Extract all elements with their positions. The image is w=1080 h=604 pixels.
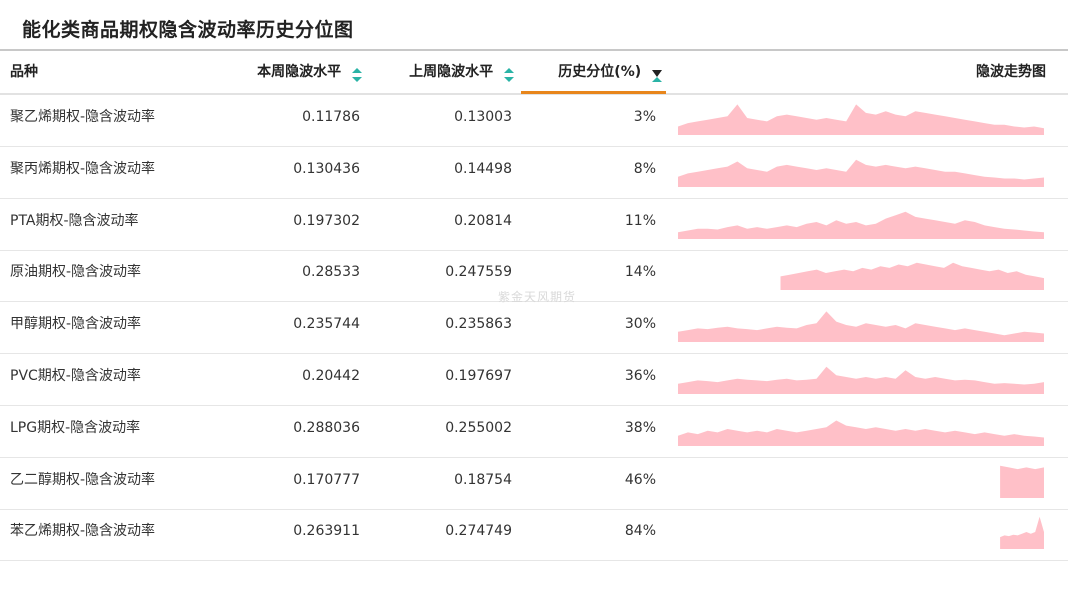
row-name: LPG期权-隐含波动率 — [10, 419, 141, 436]
volatility-sparkline — [1000, 465, 1044, 498]
volatility-sparkline — [678, 104, 1044, 135]
watermark: 紫金天风期货 — [498, 290, 577, 304]
row-current-value: 0.288036 — [293, 419, 360, 436]
row-previous-value: 0.13003 — [454, 109, 512, 125]
column-header-percentile[interactable]: 历史分位(%) — [558, 51, 662, 93]
column-header-previous[interactable]: 上周隐波水平 — [409, 51, 514, 93]
table-header: 品种 本周隐波水平 上周隐波水平 历史分位(%) 隐波走势图 — [0, 51, 1068, 95]
column-header-previous-label: 上周隐波水平 — [409, 64, 494, 80]
column-header-current[interactable]: 本周隐波水平 — [257, 51, 362, 93]
row-previous-value: 0.20814 — [454, 212, 512, 229]
table-row: 苯乙烯期权-隐含波动率 0.263911 0.274749 84% — [0, 509, 1068, 562]
row-name: 聚丙烯期权-隐含波动率 — [10, 160, 156, 177]
sparkline-area — [678, 159, 1044, 187]
sort-icon[interactable] — [504, 68, 514, 82]
table-row: PVC期权-隐含波动率 0.20442 0.197697 36% — [0, 354, 1068, 406]
row-current-value: 0.130436 — [293, 160, 360, 177]
sparkline-area — [678, 211, 1044, 239]
row-percentile: 38% — [624, 419, 656, 436]
row-current-value: 0.20442 — [302, 368, 360, 384]
row-name: 聚乙烯期权-隐含波动率 — [10, 109, 156, 125]
sparkline-area — [678, 104, 1044, 135]
row-previous-value: 0.255002 — [445, 419, 512, 436]
sparkline-area — [678, 366, 1044, 394]
table-row: 甲醇期权-隐含波动率 0.235744 0.235863 30% — [0, 302, 1068, 355]
row-name: 乙二醇期权-隐含波动率 — [10, 471, 156, 488]
row-current-value: 0.11786 — [302, 109, 360, 125]
volatility-sparkline — [678, 420, 1044, 446]
table-row: 聚乙烯期权-隐含波动率 0.11786 0.13003 3% — [0, 95, 1068, 147]
row-name: 甲醇期权-隐含波动率 — [10, 316, 142, 333]
sort-icon[interactable] — [352, 68, 362, 82]
sort-descending-icon[interactable] — [652, 68, 662, 82]
volatility-sparkline — [1000, 517, 1044, 550]
volatility-sparkline — [678, 159, 1044, 187]
column-header-current-label: 本周隐波水平 — [257, 64, 342, 80]
row-percentile: 30% — [624, 316, 656, 333]
column-header-name: 品种 — [10, 64, 38, 80]
active-sort-indicator — [521, 91, 666, 94]
sparkline-area — [678, 420, 1044, 446]
row-percentile: 8% — [633, 160, 656, 177]
table-top-rule — [0, 49, 1068, 51]
row-percentile: 84% — [624, 523, 656, 540]
volatility-sparkline — [678, 311, 1044, 343]
table-row: 乙二醇期权-隐含波动率 0.170777 0.18754 46% — [0, 458, 1068, 510]
row-previous-value: 0.235863 — [445, 316, 512, 333]
row-percentile: 11% — [624, 212, 656, 229]
row-previous-value: 0.274749 — [445, 523, 512, 540]
row-percentile: 36% — [624, 368, 656, 384]
row-previous-value: 0.197697 — [445, 368, 512, 384]
row-current-value: 0.263911 — [293, 523, 360, 540]
column-header-percentile-label: 历史分位(%) — [558, 64, 642, 80]
volatility-sparkline — [678, 211, 1044, 239]
row-current-value: 0.28533 — [302, 264, 360, 281]
row-previous-value: 0.247559 — [445, 264, 512, 281]
table-row: LPG期权-隐含波动率 0.288036 0.255002 38% — [0, 406, 1068, 458]
row-percentile: 3% — [633, 109, 656, 125]
page-title: 能化类商品期权隐含波动率历史分位图 — [22, 19, 354, 41]
row-name: PVC期权-隐含波动率 — [10, 368, 141, 384]
row-percentile: 14% — [624, 264, 656, 281]
row-previous-value: 0.18754 — [454, 471, 512, 488]
row-name: PTA期权-隐含波动率 — [10, 212, 139, 229]
row-current-value: 0.170777 — [293, 471, 360, 488]
row-name: 苯乙烯期权-隐含波动率 — [10, 523, 156, 540]
table-row: 聚丙烯期权-隐含波动率 0.130436 0.14498 8% — [0, 147, 1068, 199]
row-current-value: 0.197302 — [293, 212, 360, 229]
sparkline-area — [780, 263, 1044, 291]
sparkline-area — [1000, 517, 1044, 550]
volatility-sparkline — [678, 366, 1044, 394]
volatility-sparkline — [780, 263, 1044, 291]
sparkline-area — [1000, 465, 1044, 498]
row-percentile: 46% — [624, 471, 656, 488]
table-row: PTA期权-隐含波动率 0.197302 0.20814 11% — [0, 199, 1068, 251]
row-current-value: 0.235744 — [293, 316, 360, 333]
sparkline-area — [678, 311, 1044, 343]
column-header-trend: 隐波走势图 — [976, 64, 1046, 80]
row-previous-value: 0.14498 — [454, 160, 512, 177]
row-name: 原油期权-隐含波动率 — [10, 264, 142, 281]
table-row: 原油期权-隐含波动率 0.28533 0.247559 14% — [0, 250, 1068, 303]
